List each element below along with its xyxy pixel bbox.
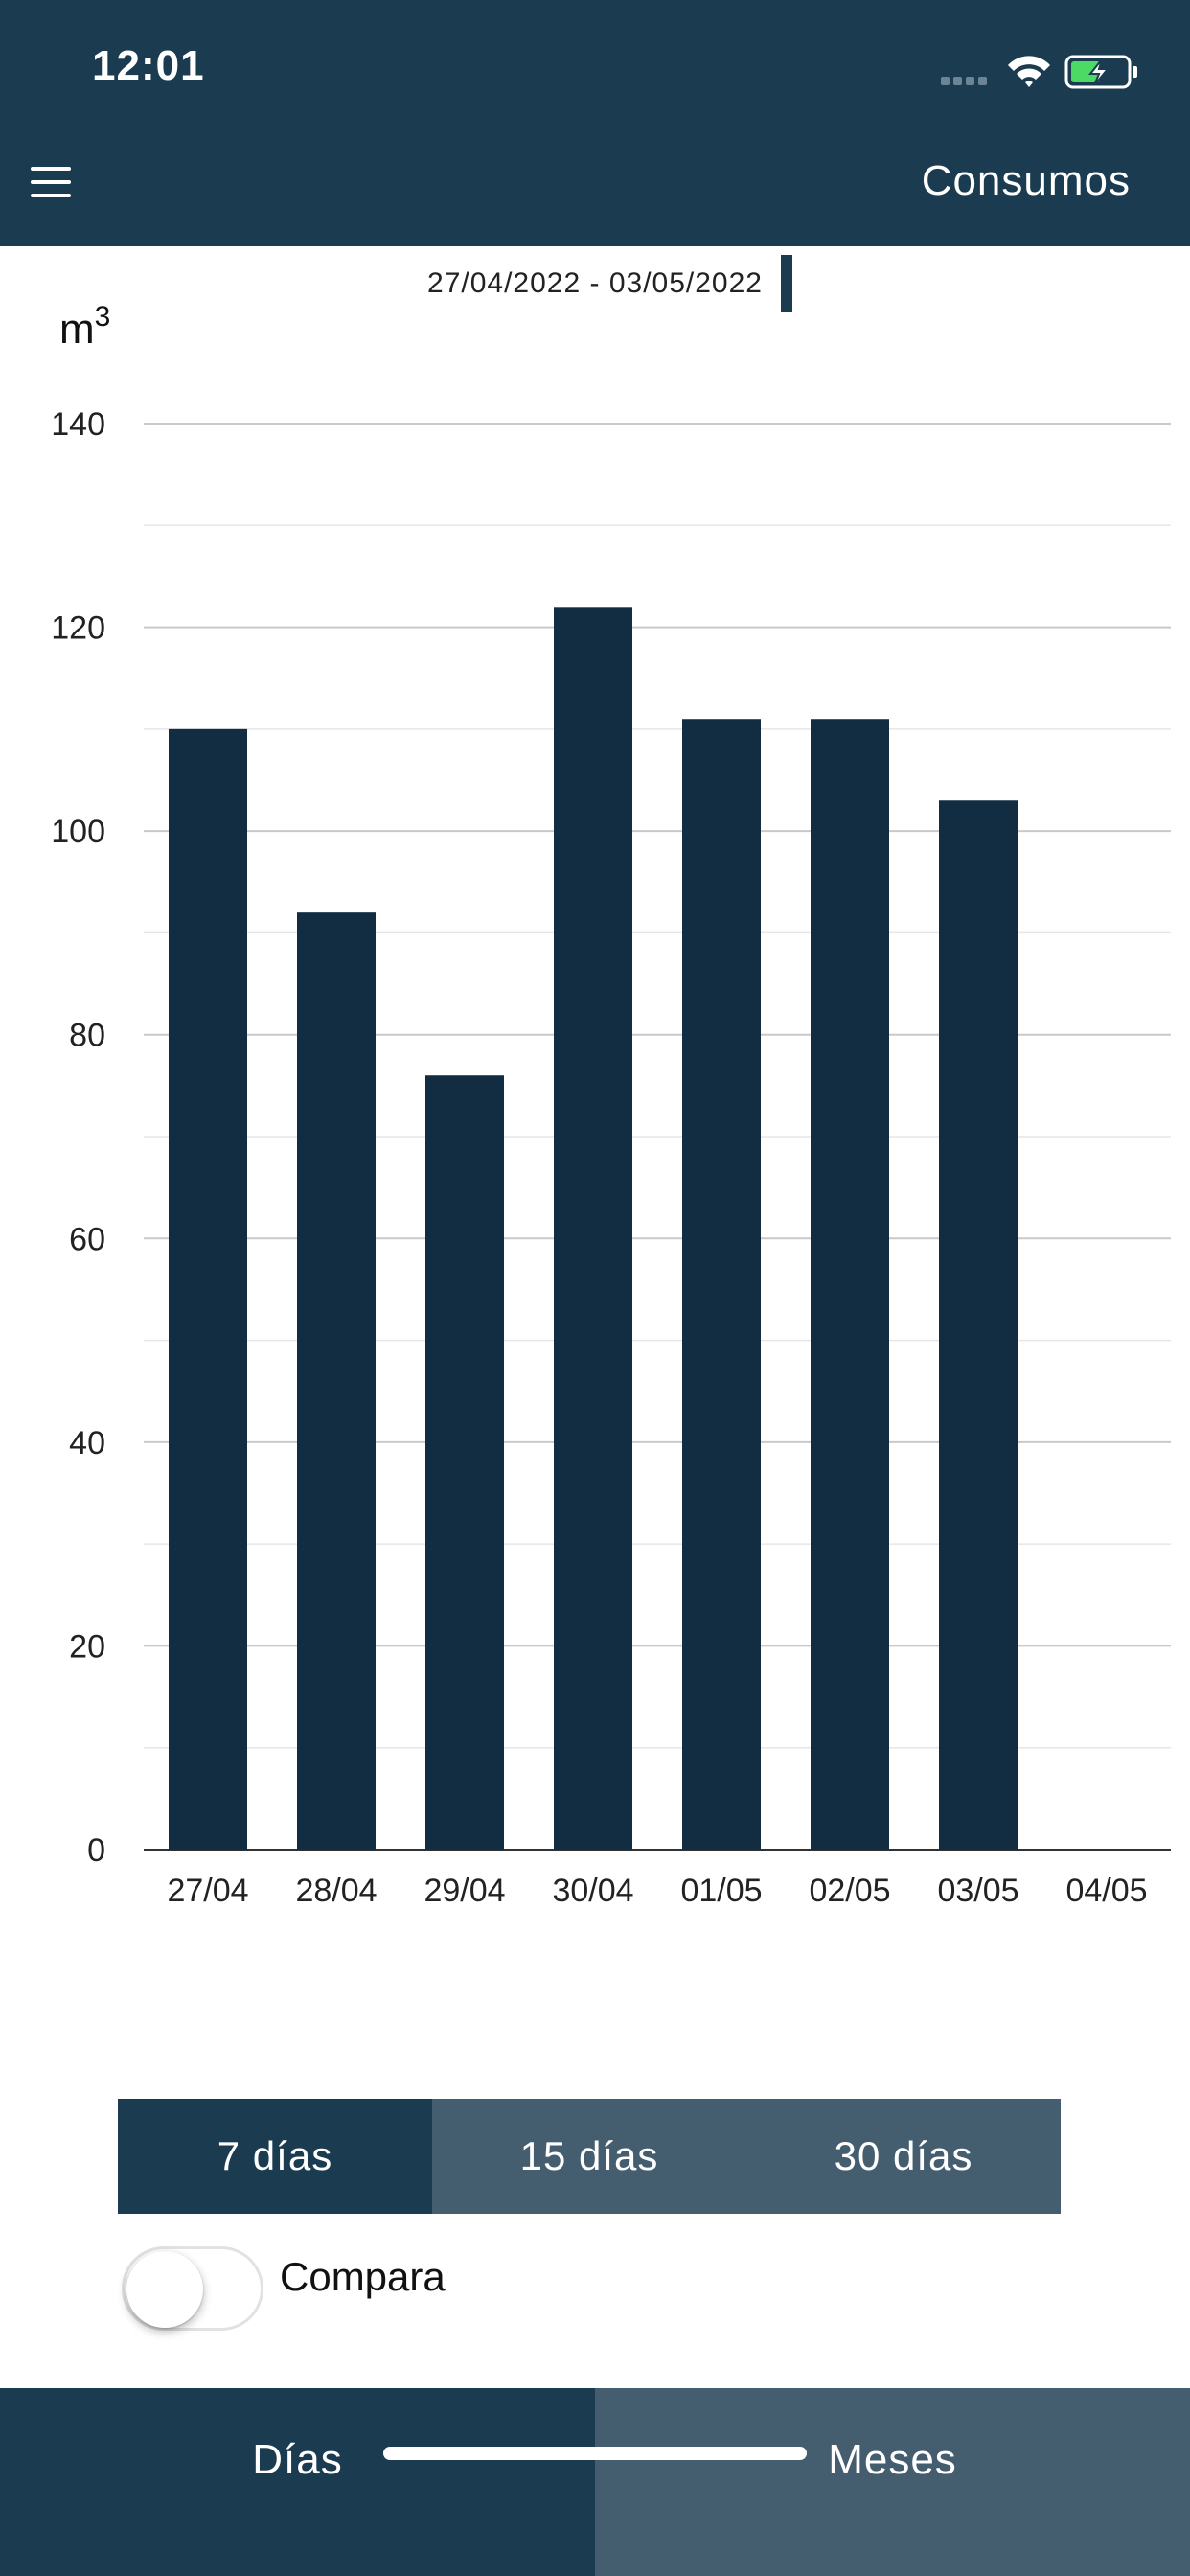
x-tick-label: 27/04 bbox=[167, 1873, 248, 1909]
unit-superscript: 3 bbox=[95, 301, 111, 333]
segment-15-days[interactable]: 15 días bbox=[432, 2099, 746, 2214]
page-title: Consumos bbox=[921, 157, 1131, 204]
tab-dias[interactable]: Días bbox=[0, 2388, 595, 2576]
top-bar: 12:01 Consumos bbox=[0, 0, 1190, 246]
bar-30-04 bbox=[554, 607, 632, 1850]
x-tick-label: 03/05 bbox=[937, 1873, 1018, 1909]
bar-29-04 bbox=[425, 1075, 504, 1850]
period-selector: 7 días 15 días 30 días bbox=[118, 2099, 1061, 2214]
y-unit-label: m3 bbox=[59, 301, 110, 353]
bar-03-05 bbox=[939, 800, 1018, 1851]
y-tick-label: 0 bbox=[87, 1832, 105, 1869]
battery-charging-icon bbox=[1064, 55, 1137, 89]
y-tick-label: 20 bbox=[69, 1628, 105, 1665]
unit-base: m bbox=[59, 306, 95, 353]
x-tick-label: 02/05 bbox=[809, 1873, 890, 1909]
status-icons bbox=[941, 55, 1137, 89]
toggle-knob bbox=[126, 2251, 203, 2328]
x-tick-label: 04/05 bbox=[1065, 1873, 1147, 1909]
status-time: 12:01 bbox=[92, 42, 205, 89]
y-tick-label: 60 bbox=[69, 1221, 105, 1257]
range-marker bbox=[781, 255, 792, 312]
date-range-label: 27/04/2022 - 03/05/2022 bbox=[427, 267, 763, 299]
compare-toggle[interactable] bbox=[122, 2246, 263, 2331]
segment-30-days[interactable]: 30 días bbox=[746, 2099, 1061, 2214]
tab-meses[interactable]: Meses bbox=[595, 2388, 1190, 2576]
wifi-icon bbox=[1008, 56, 1050, 87]
bar-27-04 bbox=[169, 728, 247, 1850]
bar-01-05 bbox=[682, 719, 761, 1851]
x-tick-label: 30/04 bbox=[552, 1873, 633, 1909]
y-tick-label: 80 bbox=[69, 1018, 105, 1054]
bar-chart: m3 0 20 40 60 80 100 120 140 27/04 28/04 29/04 30/… bbox=[51, 301, 1171, 1909]
y-tick-label: 140 bbox=[51, 406, 105, 443]
bar-28-04 bbox=[297, 912, 376, 1850]
x-tick-label: 28/04 bbox=[295, 1873, 377, 1909]
x-tick-label: 29/04 bbox=[423, 1873, 505, 1909]
y-tick-label: 120 bbox=[51, 610, 105, 647]
y-tick-label: 40 bbox=[69, 1425, 105, 1461]
consumption-chart: m3 0 20 40 60 80 100 120 140 27/04 28/04 29/04 30/… bbox=[0, 288, 1190, 1936]
hamburger-menu-icon[interactable] bbox=[29, 163, 75, 201]
y-tick-label: 100 bbox=[51, 814, 105, 850]
compare-label: Compara bbox=[280, 2254, 446, 2299]
home-indicator bbox=[383, 2447, 807, 2460]
x-tick-label: 01/05 bbox=[680, 1873, 762, 1909]
segment-7-days[interactable]: 7 días bbox=[118, 2099, 432, 2214]
bar-02-05 bbox=[811, 719, 889, 1851]
cellular-signal-icon bbox=[941, 77, 987, 85]
bottom-tab-bar: Días Meses bbox=[0, 2388, 1190, 2576]
